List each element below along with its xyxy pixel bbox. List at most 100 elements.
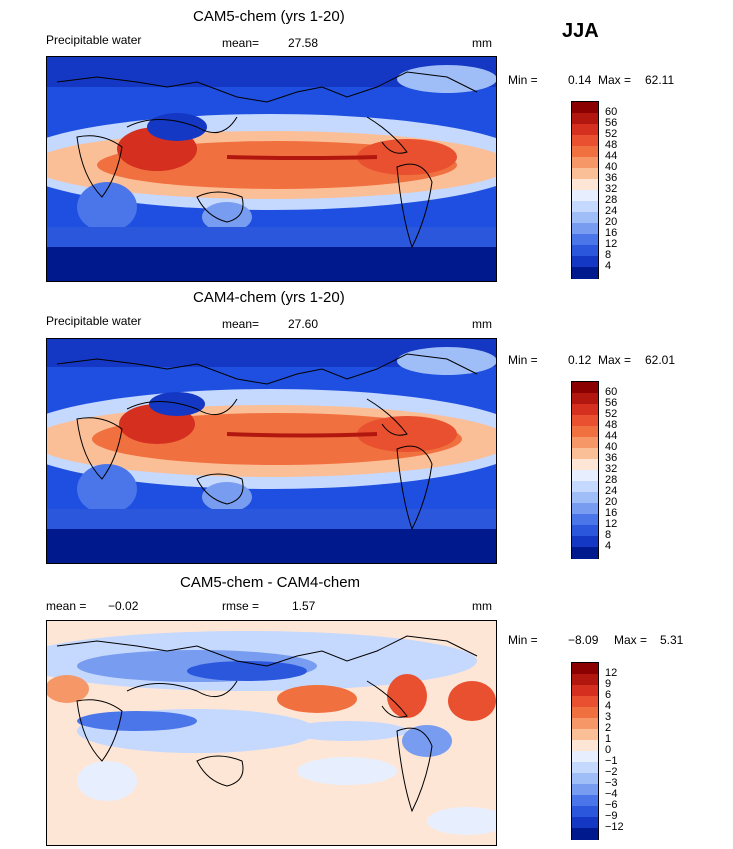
- colorbar-swatch: [572, 751, 598, 763]
- colorbar-swatch: [572, 470, 598, 482]
- colorbar-tick-label: 48: [605, 418, 618, 431]
- colorbar-swatch: [572, 426, 598, 438]
- colorbar-swatch: [572, 234, 598, 246]
- mean-label-cam4: mean=: [222, 317, 260, 331]
- colorbar-tick-label: 12: [605, 237, 618, 250]
- mean-value-cam4: 27.60: [288, 317, 319, 331]
- colorbar-tick-label: 48: [605, 138, 618, 151]
- colorbar-tick-label: 60: [605, 105, 618, 118]
- colorbar-swatch: [572, 212, 598, 224]
- colorbar-swatch: [572, 685, 598, 697]
- colorbar-swatch: [572, 393, 598, 405]
- colorbar-swatch: [572, 773, 598, 785]
- max-label-cam5: Max =: [598, 73, 632, 87]
- colorbar-swatch: [572, 157, 598, 169]
- colorbar-swatch: [572, 382, 598, 394]
- map-diff: [46, 620, 497, 846]
- colorbar-tick-label: 52: [605, 407, 618, 420]
- colorbar-diff: [571, 662, 599, 840]
- colorbar-swatch: [572, 179, 598, 191]
- colorbar-swatch: [572, 415, 598, 427]
- units-diff: mm: [472, 599, 492, 613]
- variable-label-cam5: Precipitable water: [46, 33, 142, 47]
- colorbar-tick-label: 2: [605, 721, 612, 734]
- colorbar-tick-label: −3: [605, 776, 618, 789]
- colorbar-cam4: [571, 381, 599, 559]
- min-label-cam4: Min =: [508, 353, 538, 367]
- colorbar-swatch: [572, 806, 598, 818]
- colorbar-swatch: [572, 201, 598, 213]
- colorbar-swatch: [572, 267, 598, 279]
- colorbar-tick-label: −2: [605, 765, 618, 778]
- colorbar-tick-label: −1: [605, 754, 618, 767]
- panel-title-cam5: CAM5-chem (yrs 1-20): [193, 8, 345, 25]
- colorbar-swatch: [572, 448, 598, 460]
- colorbar-swatch: [572, 459, 598, 471]
- colorbar-swatch: [572, 817, 598, 829]
- colorbar-swatch: [572, 135, 598, 147]
- colorbar-swatch: [572, 102, 598, 114]
- colorbar-tick-label: 28: [605, 473, 618, 486]
- colorbar-tick-label: 44: [605, 149, 618, 162]
- colorbar-tick-label: 32: [605, 182, 618, 195]
- mean-label-cam5: mean=: [222, 36, 260, 50]
- max-label-cam4: Max =: [598, 353, 632, 367]
- units-cam4: mm: [472, 317, 492, 331]
- map-cam5: [46, 56, 497, 282]
- colorbar-tick-label: 52: [605, 127, 618, 140]
- colorbar-tick-label: 9: [605, 677, 612, 690]
- panel-title-cam4: CAM4-chem (yrs 1-20): [193, 289, 345, 306]
- mean-value-diff: −0.02: [108, 599, 139, 613]
- colorbar-swatch: [572, 828, 598, 840]
- colorbar-tick-label: 36: [605, 451, 618, 464]
- colorbar-tick-label: 56: [605, 116, 618, 129]
- colorbar-swatch: [572, 729, 598, 741]
- mean-label-diff: mean =: [46, 599, 87, 613]
- colorbar-tick-label: 24: [605, 204, 618, 217]
- colorbar-tick-label: 32: [605, 462, 618, 475]
- colorbar-tick-label: 56: [605, 396, 618, 409]
- colorbar-swatch: [572, 674, 598, 686]
- colorbar-swatch: [572, 245, 598, 257]
- max-value-cam5: 62.11: [645, 73, 675, 87]
- colorbar-tick-label: −6: [605, 798, 618, 811]
- rmse-label-diff: rmse =: [222, 599, 260, 613]
- colorbar-swatch: [572, 256, 598, 268]
- min-value-cam5: 0.14: [568, 73, 592, 87]
- colorbar-tick-label: 20: [605, 215, 618, 228]
- colorbar-tick-label: −12: [605, 820, 624, 833]
- colorbar-swatch: [572, 740, 598, 752]
- colorbar-tick-label: 4: [605, 259, 612, 272]
- colorbar-swatch: [572, 514, 598, 526]
- colorbar-tick-label: 8: [605, 248, 612, 261]
- min-label-diff: Min =: [508, 633, 538, 647]
- colorbar-cam5: [571, 101, 599, 279]
- colorbar-tick-label: 3: [605, 710, 612, 723]
- colorbar-swatch: [572, 707, 598, 719]
- colorbar-swatch: [572, 124, 598, 136]
- colorbar-tick-label: 4: [605, 699, 612, 712]
- colorbar-swatch: [572, 696, 598, 708]
- colorbar-tick-label: 0: [605, 743, 612, 756]
- colorbar-swatch: [572, 481, 598, 493]
- max-value-cam4: 62.01: [645, 353, 676, 367]
- colorbar-swatch: [572, 437, 598, 449]
- colorbar-tick-label: 16: [605, 226, 618, 239]
- colorbar-swatch: [572, 525, 598, 537]
- colorbar-swatch: [572, 223, 598, 235]
- colorbar-tick-label: 8: [605, 528, 612, 541]
- colorbar-tick-label: 6: [605, 688, 612, 701]
- colorbar-swatch: [572, 168, 598, 180]
- colorbar-swatch: [572, 146, 598, 158]
- colorbar-swatch: [572, 718, 598, 730]
- colorbar-swatch: [572, 536, 598, 548]
- colorbar-swatch: [572, 784, 598, 796]
- colorbar-tick-label: 24: [605, 484, 618, 497]
- colorbar-swatch: [572, 547, 598, 559]
- colorbar-tick-label: 28: [605, 193, 618, 206]
- colorbar-tick-label: 44: [605, 429, 618, 442]
- colorbar-tick-label: 40: [605, 160, 618, 173]
- panel-title-diff: CAM5-chem - CAM4-chem: [180, 574, 361, 591]
- min-value-diff: −8.09: [568, 633, 599, 647]
- colorbar-tick-label: 12: [605, 517, 618, 530]
